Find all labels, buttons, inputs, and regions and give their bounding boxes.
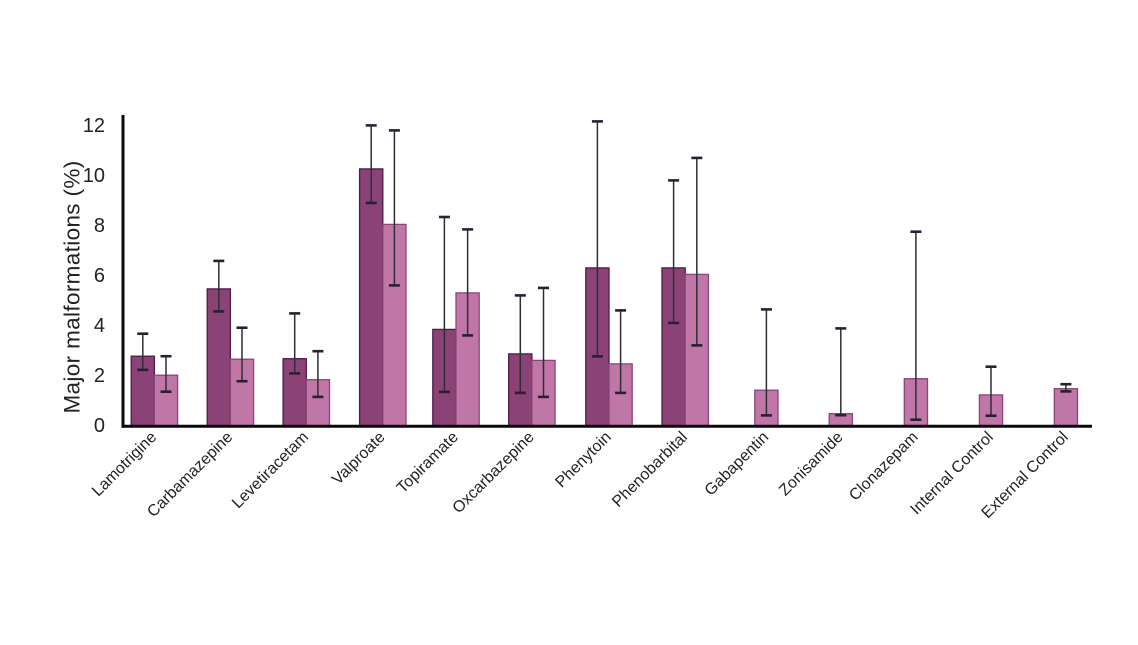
svg-text:4: 4 [94, 315, 105, 337]
svg-text:0: 0 [94, 415, 105, 437]
svg-text:10: 10 [83, 165, 105, 187]
svg-text:2: 2 [94, 365, 105, 387]
svg-text:8: 8 [94, 215, 105, 237]
svg-text:Major malformations (%): Major malformations (%) [60, 160, 85, 413]
svg-text:12: 12 [83, 115, 105, 137]
svg-text:6: 6 [94, 265, 105, 287]
